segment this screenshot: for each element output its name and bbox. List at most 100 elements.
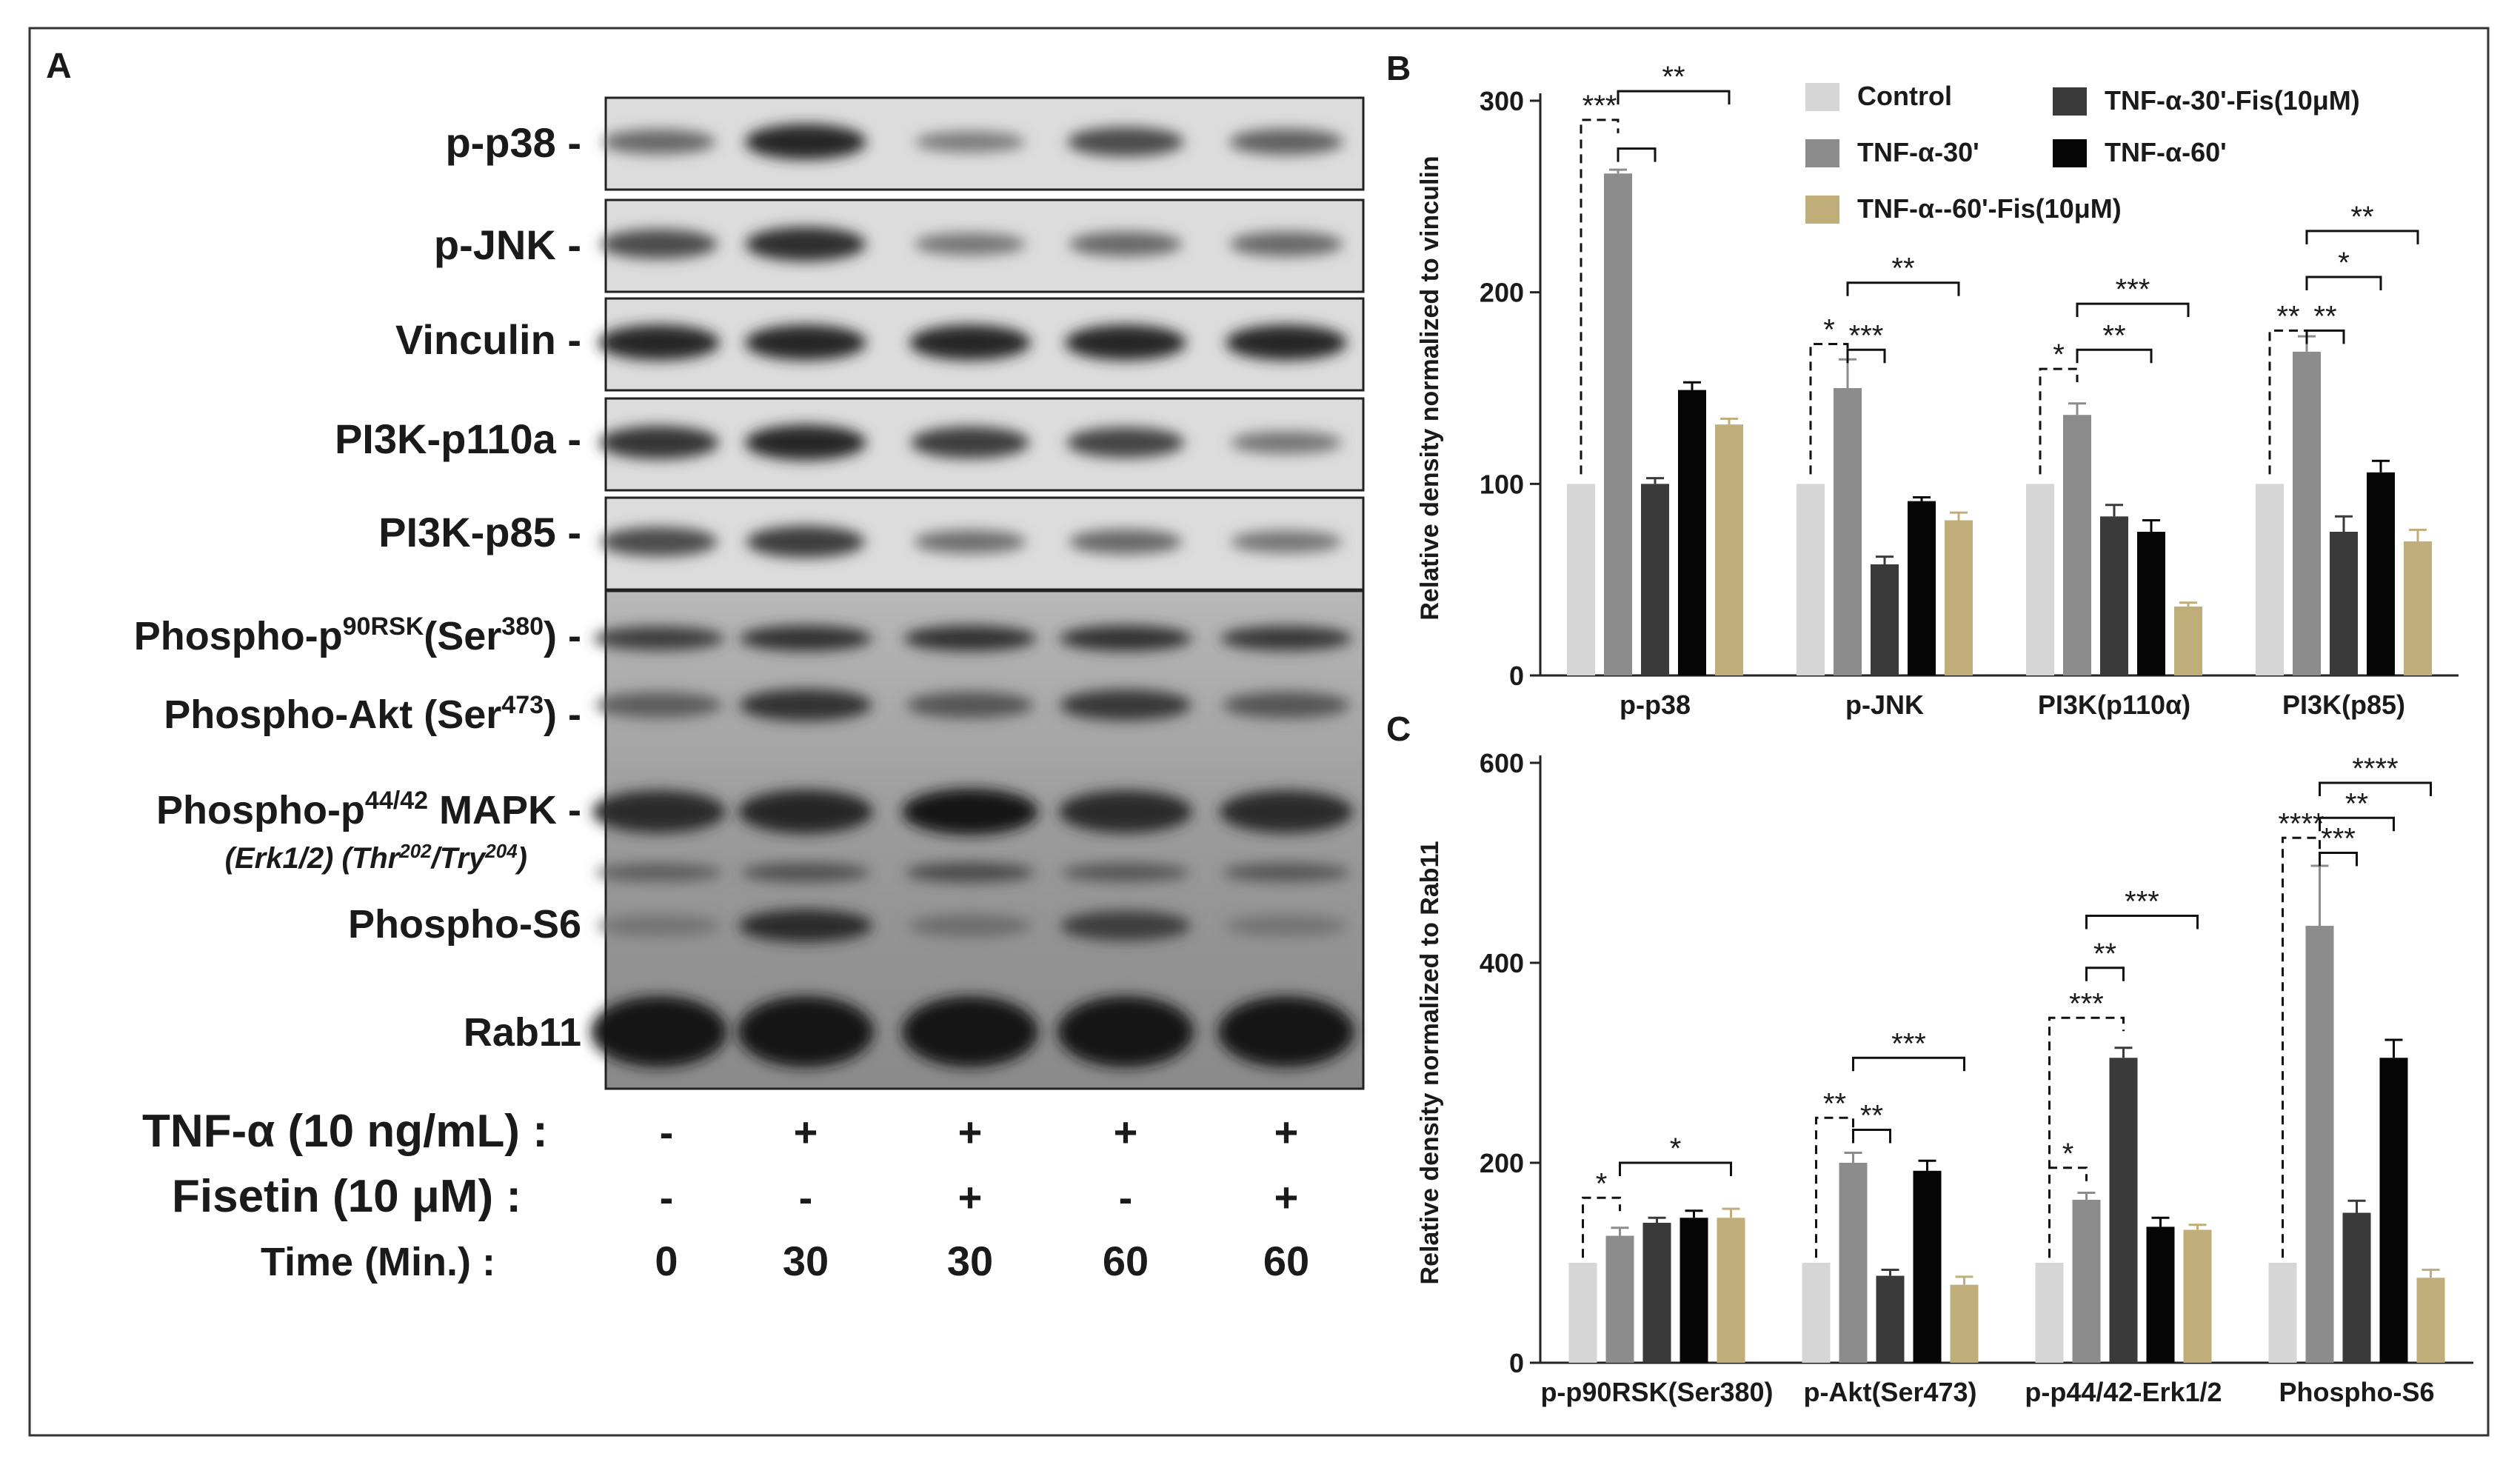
y-tick-label: 0 — [1509, 1348, 1524, 1378]
bar-tnf-30-0 — [1605, 1235, 1634, 1363]
akt-label: Phospho-Akt (Ser473) - — [164, 691, 581, 737]
bar-tnf-30-1 — [1834, 388, 1862, 675]
bar-control-3 — [2256, 484, 2284, 675]
condition-value: + — [1274, 1174, 1299, 1221]
bar-tnf-60-fis-10-m-1 — [1950, 1284, 1979, 1363]
condition-value: + — [958, 1174, 983, 1221]
significance-bracket — [2319, 781, 2432, 796]
significance-stars: ** — [2102, 319, 2125, 352]
blot-band — [741, 862, 870, 883]
x-tick-label: p-JNK — [1845, 690, 1924, 720]
bar-tnf-60-3 — [2367, 472, 2395, 675]
significance-stars: **** — [2352, 752, 2398, 785]
bar-tnf-30-fis-10-m-1 — [1871, 564, 1899, 675]
panel-c-label: C — [1386, 710, 1411, 748]
legend-swatch — [1805, 83, 1839, 111]
condition-value: - — [660, 1174, 674, 1221]
panel-a: A p-p38 - p-JNK - Vinculin - PI3K-p110a - PI… — [46, 47, 1365, 1284]
blot-band — [915, 131, 1026, 153]
bar-tnf-60-fis-10-m-2 — [2174, 606, 2202, 675]
significance-bracket — [1582, 1196, 1621, 1258]
condition-value: 0 — [655, 1238, 678, 1284]
blot-band — [1065, 324, 1186, 361]
y-tick-label: 200 — [1480, 278, 1524, 308]
bar-tnf-30-2 — [2063, 415, 2091, 675]
significance-stars: ** — [1662, 61, 1685, 93]
significance-bracket — [2305, 329, 2345, 344]
y-axis-label: Relative density normalized to vinculin — [1416, 156, 1444, 620]
significance-bracket — [1619, 1161, 1732, 1176]
significance-stars: * — [1823, 314, 1835, 347]
significance-bracket — [2076, 348, 2153, 364]
legend: Control TNF-α-30' TNF-α--60'-Fis(10μM) TNF-… — [1805, 81, 2360, 224]
significance-stars: ** — [2313, 300, 2336, 333]
panel-b-label: B — [1386, 49, 1411, 87]
blot-band — [906, 692, 1034, 718]
bar-control-2 — [2035, 1263, 2064, 1363]
bar-tnf-60-1 — [1908, 501, 1936, 675]
significance-stars: *** — [1891, 1027, 1926, 1060]
bar-tnf-60-fis-10-m-1 — [1945, 520, 1973, 675]
blot-band — [1223, 863, 1350, 882]
y-tick-label: 400 — [1480, 948, 1524, 978]
significance-stars: ** — [2093, 938, 2116, 970]
significance-stars: *** — [2125, 886, 2159, 918]
significance-stars: * — [1596, 1167, 1608, 1200]
mapk-label: Phospho-p44/42 MAPK - — [156, 787, 581, 832]
bar-tnf-60-fis-10-m-2 — [2183, 1229, 2212, 1363]
significance-stars: *** — [2321, 823, 2356, 855]
condition-value: - — [660, 1109, 674, 1155]
bar-tnf-30-3 — [2305, 926, 2334, 1363]
significance-bracket — [2048, 1016, 2125, 1258]
x-tick-label: p-p90RSK(Ser380) — [1540, 1377, 1773, 1407]
blot-band — [601, 527, 718, 557]
blot-band — [591, 996, 727, 1067]
significance-stars: * — [2053, 338, 2065, 371]
blot-band — [592, 790, 726, 833]
blot-band — [738, 909, 873, 943]
blot-band — [1069, 231, 1183, 257]
bar-control-0 — [1567, 484, 1595, 675]
blot-band — [909, 324, 1031, 361]
blot-band — [1062, 863, 1189, 882]
bar-control-1 — [1797, 484, 1825, 675]
bar-tnf-30-fis-10-m-1 — [1876, 1275, 1905, 1363]
bar-tnf-60-fis-10-m-3 — [2404, 541, 2432, 675]
significance-stars: **** — [2278, 807, 2324, 840]
significance-bracket — [2085, 967, 2125, 981]
significance-stars: * — [1670, 1132, 1682, 1165]
blot-band — [1230, 530, 1343, 553]
blot-band — [1229, 231, 1343, 257]
legend-swatch — [1805, 196, 1839, 224]
significance-stars: ** — [1823, 1087, 1846, 1120]
legend-label: TNF-α-30' — [1857, 137, 1979, 167]
protein-label-pi3k-p110a: PI3K-p110a - — [335, 415, 581, 462]
significance-bracket — [2039, 367, 2079, 475]
significance-bracket — [1617, 147, 1657, 162]
blot-band — [1220, 626, 1352, 651]
significance-bracket — [1815, 1116, 1854, 1258]
mapk-sublabel: (Erk1/2) (Thr202/Try204) — [225, 840, 527, 875]
significance-stars: *** — [2116, 273, 2150, 306]
blot-band — [905, 862, 1035, 883]
y-tick-label: 200 — [1480, 1148, 1524, 1178]
blot-band — [595, 692, 723, 718]
bar-control-3 — [2268, 1263, 2297, 1363]
blot-band — [745, 424, 866, 461]
blot-band — [902, 996, 1038, 1067]
legend-label: TNF-α--60'-Fis(10μM) — [1857, 193, 2122, 224]
significance-bracket — [2319, 852, 2358, 867]
blot-band — [902, 788, 1038, 835]
panel-a-label: A — [46, 47, 72, 86]
significance-stars: *** — [1849, 319, 1884, 352]
blot-band — [738, 790, 873, 834]
significance-bracket — [1852, 1128, 1891, 1144]
x-tick-label: Phospho-S6 — [2279, 1377, 2434, 1407]
y-tick-label: 600 — [1480, 748, 1524, 778]
y-tick-label: 0 — [1509, 661, 1524, 691]
condition-value: - — [1119, 1174, 1133, 1221]
y-tick-label: 100 — [1480, 469, 1524, 499]
bar-tnf-30-fis-10-m-3 — [2330, 532, 2358, 675]
lower-blot-bands — [591, 625, 1354, 1067]
